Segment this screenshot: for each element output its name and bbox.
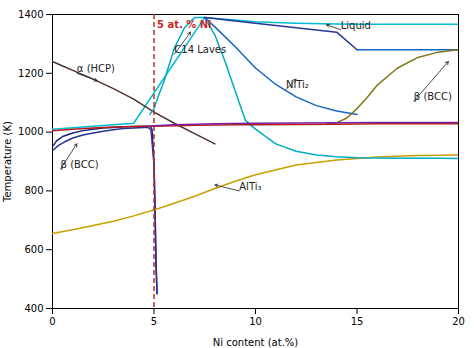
svg-text:Liquid: Liquid	[341, 20, 371, 31]
svg-text:15: 15	[351, 316, 364, 327]
svg-text:1400: 1400	[18, 9, 43, 20]
svg-text:5 at. % Ni: 5 at. % Ni	[157, 19, 212, 30]
svg-text:β (BCC): β (BCC)	[414, 91, 452, 102]
svg-text:10: 10	[249, 316, 262, 327]
svg-text:600: 600	[24, 244, 43, 255]
svg-text:5: 5	[151, 316, 157, 327]
svg-text:20: 20	[452, 316, 465, 327]
svg-text:Temperature (K): Temperature (K)	[2, 121, 13, 203]
svg-text:AlTi₃: AlTi₃	[239, 181, 261, 192]
svg-text:1000: 1000	[18, 126, 43, 137]
svg-text:NiTi₂: NiTi₂	[286, 79, 309, 90]
svg-text:Ni content (at.%): Ni content (at.%)	[213, 337, 299, 348]
svg-text:800: 800	[24, 185, 43, 196]
svg-text:β (BCC): β (BCC)	[61, 159, 99, 170]
svg-text:C14 Laves: C14 Laves	[174, 44, 226, 55]
svg-text:400: 400	[24, 303, 43, 314]
svg-text:α (HCP): α (HCP)	[77, 63, 115, 74]
svg-text:1200: 1200	[18, 68, 43, 79]
svg-text:0: 0	[49, 316, 55, 327]
